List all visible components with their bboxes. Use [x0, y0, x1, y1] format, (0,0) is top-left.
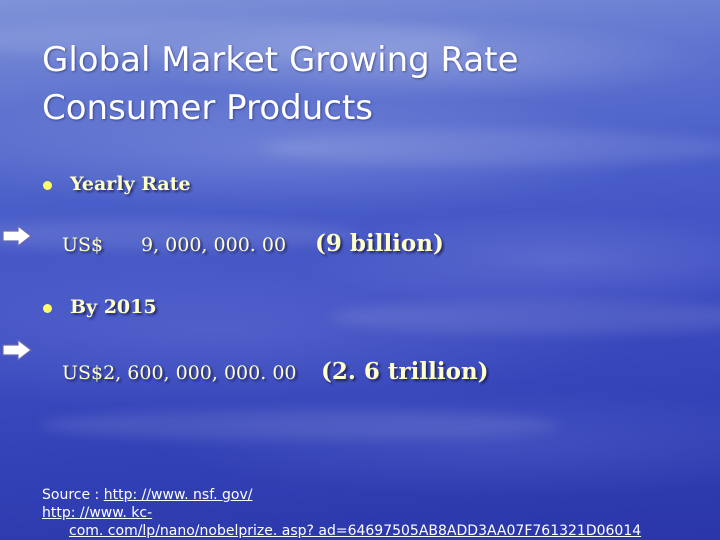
right-arrow-icon	[2, 339, 32, 361]
by-2015-summary: (2. 6 trillion)	[321, 358, 489, 385]
yearly-rate-prefix: US$	[62, 234, 104, 256]
source-citation: Source : http: //www. nsf. gov/ http: //…	[42, 486, 712, 540]
bullet-dot	[43, 181, 52, 190]
source-label: Source :	[42, 487, 100, 503]
source-link-kc-continued[interactable]: com. com/lp/nano/nobelprize. asp? ad=646…	[69, 523, 642, 539]
yearly-rate-number: 9, 000, 000. 00	[141, 234, 287, 256]
background-streak	[330, 300, 720, 334]
title-line-2: Consumer Products	[42, 88, 373, 128]
background-streak	[260, 130, 720, 166]
background-streak	[0, 20, 480, 60]
bullet-dot	[43, 304, 52, 313]
by-2015-value: US$2, 600, 000, 000. 00	[62, 362, 297, 384]
yearly-rate-summary: (9 billion)	[315, 230, 444, 257]
right-arrow-icon	[2, 225, 32, 247]
slide-title: Global Market Growing Rate Consumer Prod…	[42, 36, 682, 132]
title-line-1: Global Market Growing Rate	[42, 40, 519, 80]
source-link-kc[interactable]: http: //www. kc-	[42, 505, 153, 521]
source-link-nsf[interactable]: http: //www. nsf. gov/	[103, 487, 253, 503]
background-streak	[40, 410, 560, 440]
bullet-yearly-rate: Yearly Rate	[70, 173, 191, 195]
bullet-by-2015: By 2015	[70, 296, 157, 318]
background-streak	[0, 220, 360, 250]
